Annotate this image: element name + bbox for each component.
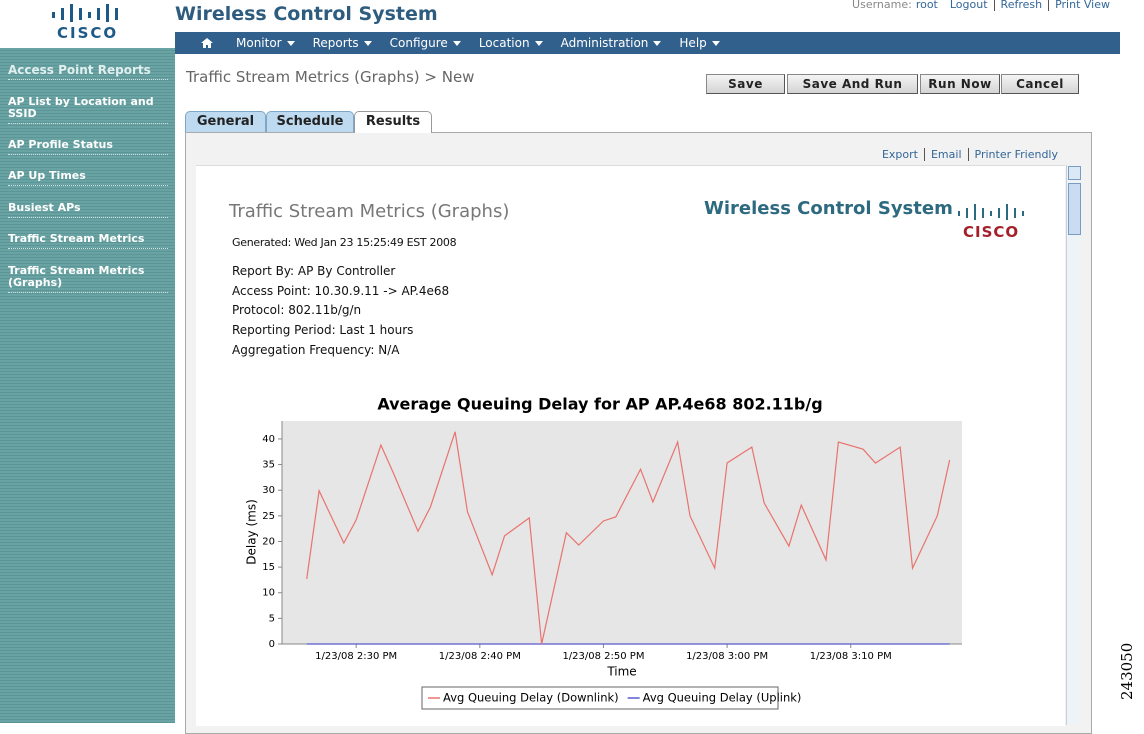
button[interactable]: Cancel [1001, 74, 1079, 94]
nav-item[interactable]: Help [679, 36, 719, 50]
y-tick-label: 35 [262, 460, 275, 471]
detail-line: Reporting Period: Last 1 hours [232, 323, 414, 338]
user[interactable]: root [915, 0, 938, 11]
top-link[interactable]: Print View [1048, 0, 1116, 11]
tab[interactable]: Schedule [266, 111, 354, 132]
nav-bar: Monitor Reports Configure Location Administr… [175, 32, 1120, 54]
logo: CISCO [57, 24, 119, 42]
top-link[interactable]: Logout [949, 0, 988, 11]
button[interactable]: Run Now [920, 74, 1000, 94]
report-links: Export Email Printer Friendly [876, 148, 1064, 161]
scroll-thumb[interactable] [1068, 183, 1081, 235]
report-brand: Wireless Control System [704, 198, 953, 219]
tab[interactable]: Results [354, 111, 432, 133]
series-line [306, 431, 951, 645]
x-tick-label: 1/23/08 3:00 PM [686, 651, 768, 662]
generated: Generated: Wed Jan 23 15:25:49 EST 2008 [232, 236, 457, 249]
nav-item[interactable]: Reports [313, 36, 372, 50]
sidebar-item[interactable]: Traffic Stream Metrics (Graphs) [8, 265, 168, 293]
user-bar: Username: root Logout Refresh Print View [852, 0, 1116, 11]
sidebar-heading: Access Point Reports [8, 64, 168, 80]
report-cisco-bars [958, 204, 1024, 220]
sidebar-item[interactable]: AP List by Location and SSID [8, 96, 168, 124]
report-link[interactable]: Export [881, 148, 918, 161]
y-tick-label: 10 [262, 588, 275, 599]
detail-line: Access Point: 10.30.9.11 -> AP.4e68 [232, 283, 450, 298]
detail-line: Report By: AP By Controller [232, 264, 396, 278]
nav-item[interactable]: Location [479, 36, 543, 50]
legend-label: Avg Queuing Delay (Downlink) [443, 691, 619, 705]
page-title: Traffic Stream Metrics (Graphs) > New [186, 68, 475, 86]
nav-item[interactable]: Administration [561, 36, 662, 50]
detail-line: Aggregation Frequency: N/A [232, 342, 400, 357]
sidebar-item[interactable]: AP Profile Status [8, 139, 168, 155]
y-tick-label: 20 [262, 536, 275, 547]
app-title: Wireless Control System [175, 3, 438, 25]
report-link[interactable]: Email [923, 148, 968, 161]
plot-area [282, 421, 962, 644]
y-tick-label: 0 [269, 639, 275, 650]
report-link[interactable]: Printer Friendly [967, 148, 1064, 161]
y-tick-label: 25 [262, 511, 275, 522]
x-tick-label: 1/23/08 3:10 PM [810, 651, 892, 662]
x-tick-label: 1/23/08 2:30 PM [315, 651, 397, 662]
cisco-bars [52, 4, 118, 22]
nav-item[interactable]: Configure [390, 36, 461, 50]
y-tick-label: 30 [262, 485, 275, 496]
y-axis-label: Delay (ms) [245, 499, 259, 565]
details: Report By: AP By Controller Access Point:… [232, 264, 449, 362]
report-title: Traffic Stream Metrics (Graphs) [229, 201, 510, 222]
y-tick-label: 15 [262, 562, 275, 573]
home-icon[interactable] [200, 37, 214, 49]
button[interactable]: Save And Run [787, 74, 918, 94]
tab[interactable]: General [185, 111, 266, 132]
user-label: Username: [852, 0, 912, 11]
sidebar: Access Point Reports AP List by Location… [0, 48, 175, 723]
detail-line: Protocol: 802.11b/g/n [232, 303, 362, 318]
nav-item[interactable]: Monitor [236, 36, 295, 50]
sidebar-item[interactable]: Busiest APs [8, 202, 168, 218]
x-axis-label: Time [606, 665, 636, 679]
sidebar-item[interactable]: Traffic Stream Metrics [8, 233, 168, 249]
legend-box [421, 686, 779, 710]
scrollbar[interactable] [1066, 165, 1081, 725]
x-tick-label: 1/23/08 2:50 PM [562, 651, 644, 662]
sidebar-item[interactable]: AP Up Times [8, 170, 168, 186]
scroll-up[interactable] [1068, 166, 1081, 180]
top-links: Logout Refresh Print View [944, 0, 1116, 11]
x-tick-label: 1/23/08 2:40 PM [439, 651, 521, 662]
chart-title: Average Queuing Delay for AP AP.4e68 802… [377, 395, 822, 414]
legend-label: Avg Queuing Delay (Uplink) [643, 691, 802, 705]
y-tick-label: 5 [269, 613, 275, 624]
button[interactable]: Save [706, 74, 785, 94]
report-logo: CISCO [963, 223, 1020, 241]
top-link[interactable]: Refresh [993, 0, 1049, 11]
y-tick-label: 40 [262, 434, 275, 445]
